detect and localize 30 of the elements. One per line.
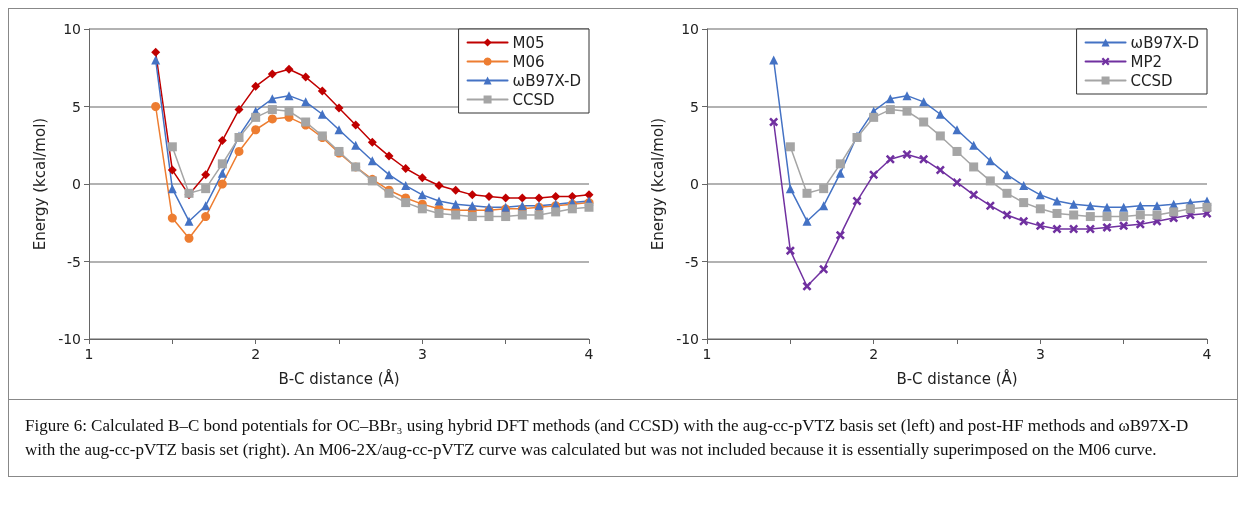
y-tick-label: 10: [63, 21, 81, 37]
y-tick-label: 0: [690, 176, 699, 192]
y-axis-title: Energy (kcal/mol): [30, 117, 49, 251]
y-tick-label: 5: [72, 98, 81, 115]
x-tick-label: 3: [1035, 346, 1045, 362]
y-tick-label: -10: [676, 331, 699, 347]
x-axis-title: B-C distance (Å): [896, 368, 1018, 388]
y-tick-label: -5: [685, 253, 699, 270]
legend-label: ωB97X-D: [512, 71, 582, 90]
legend-label: MP2: [1130, 52, 1163, 71]
x-tick-label: 4: [584, 346, 594, 362]
x-tick-label: 2: [869, 346, 879, 362]
y-tick-label: 0: [72, 176, 81, 192]
x-tick-label: 3: [417, 346, 427, 362]
x-tick-label: 1: [84, 346, 94, 362]
legend-label: ωB97X-D: [1130, 33, 1200, 52]
legend-label: M05: [512, 33, 545, 52]
y-tick-label: 10: [681, 21, 699, 37]
legend-label: CCSD: [1130, 71, 1173, 90]
x-tick-label: 1: [702, 346, 712, 362]
y-tick-label: -5: [67, 253, 81, 270]
legend-label: CCSD: [512, 90, 555, 109]
x-axis-title: B-C distance (Å): [278, 368, 400, 388]
y-axis-title: Energy (kcal/mol): [648, 117, 667, 251]
y-tick-label: -10: [58, 331, 81, 347]
x-tick-label: 4: [1202, 346, 1212, 362]
caption: Figure 6: Calculated B–C bond potentials for OC–BBr₃ using hybrid DFT methods (and CCSD) with the aug-cc-pVTZ basis set (left) and post-HF methods and ωB97X-D with the aug-cc-pVTZ basis set (right). An M06-2X/aug-cc-pVTZ curve was calculated but was not included because it is essentially superimposed on the M06 curve.: [25, 415, 1190, 461]
x-tick-label: 2: [251, 346, 261, 362]
y-tick-label: 5: [690, 98, 699, 115]
legend-label: M06: [512, 52, 545, 71]
